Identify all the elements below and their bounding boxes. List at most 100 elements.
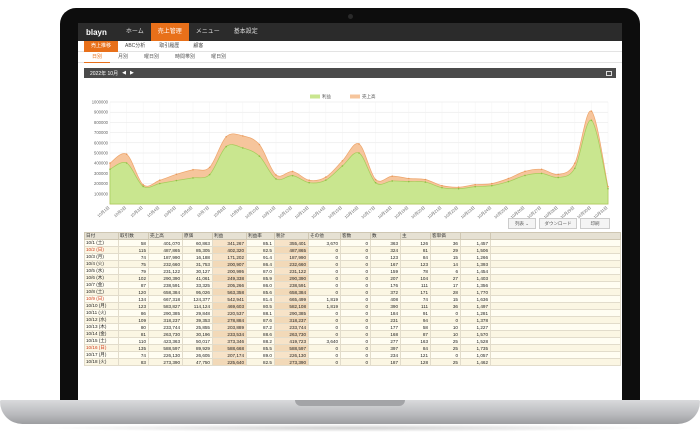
table-cell: 91 (400, 309, 431, 317)
download-button[interactable]: ダウンロード (539, 218, 577, 229)
tab-monthly[interactable]: 月別 (118, 54, 129, 60)
sales-point (408, 177, 410, 180)
table-row[interactable]: 10/1 (土) 58 401,070 60,863 341,267 85.1 355,40… (84, 239, 621, 247)
print-button[interactable]: 印刷 (580, 218, 610, 229)
column-header[interactable]: 売上高 (148, 232, 183, 240)
next-month-icon[interactable]: ▶ (129, 70, 134, 76)
table-row[interactable]: 10/12 (水) 109 318,237 39,353 278,884 87.6 318,… (84, 316, 621, 324)
prev-month-icon[interactable]: ◀ (122, 70, 126, 76)
table-cell: 171,202 (212, 253, 247, 261)
table-row[interactable]: 10/17 (月) 74 226,130 26,605 207,174 89.0 226,1… (84, 351, 621, 359)
table-toolbar: 列表 ⌄ ダウンロード 印刷 (78, 218, 622, 230)
profit-point (275, 178, 277, 180)
nav-menu[interactable]: メニュー (195, 29, 220, 35)
table-row[interactable]: 10/10 (月) 123 583,827 114,124 469,603 80.5 582… (84, 302, 621, 310)
tab-daily[interactable]: 日別 (84, 52, 111, 63)
table-cell: 10/1 (土) (84, 239, 119, 247)
table-cell: 0 (430, 309, 461, 317)
table-cell (490, 288, 621, 296)
column-header[interactable]: 取引数 (118, 232, 149, 240)
table-cell (490, 239, 621, 247)
profit-point (524, 174, 526, 177)
table-cell (490, 260, 621, 268)
table-cell: 0 (340, 351, 371, 359)
table-cell: 163 (400, 337, 431, 345)
table-row[interactable]: 10/14 (金) 81 263,730 30,196 233,534 88.6 263,7… (84, 330, 621, 338)
column-header[interactable]: 客数 (340, 232, 371, 240)
subnav-history[interactable]: 取引履歴 (159, 42, 180, 49)
sales-table: 日付 取引数 売上高 原価 利益 利益率 税計 その他 客数数主客単価 10/1 (土) 58 40… (84, 232, 621, 366)
subnav-abc[interactable]: ABC分析 (125, 42, 146, 49)
sales-point (291, 170, 294, 173)
table-row[interactable]: 10/3 (月) 74 187,990 16,188 171,202 91.4 187,99… (84, 253, 621, 261)
table-row[interactable]: 10/9 (日) 134 667,318 124,377 542,941 81.4 665,… (84, 295, 621, 303)
profit-point (325, 179, 327, 181)
x-tick-label: 10月3日 (129, 205, 143, 218)
table-cell (490, 344, 621, 352)
table-cell: 0 (340, 344, 371, 352)
table-cell: 0 (340, 316, 371, 324)
profit-point (175, 179, 178, 182)
table-cell: 89,929 (182, 344, 213, 352)
column-header[interactable]: 日付 (84, 232, 119, 240)
nav-home[interactable]: ホーム (125, 29, 144, 35)
table-cell: 408 (370, 295, 401, 303)
table-row[interactable]: 10/18 (火) 83 273,390 47,750 225,640 82.5 273,3… (84, 358, 621, 366)
table-cell: 290,390 (148, 274, 183, 282)
table-cell: 1,735 (460, 344, 491, 352)
subnav-sales-trend[interactable]: 売上推移 (84, 40, 119, 52)
column-header[interactable] (460, 232, 491, 240)
view-select[interactable]: 列表 ⌄ (508, 218, 536, 229)
table-row[interactable]: 10/7 (金) 87 238,591 33,325 205,266 86.0 238,59… (84, 281, 621, 289)
table-row[interactable]: 10/4 (火) 75 232,660 31,753 200,907 86.4 232,66… (84, 260, 621, 268)
subnav-customers[interactable]: 顧客 (193, 42, 204, 49)
table-cell: 28 (430, 288, 461, 296)
table-cell: 25 (430, 358, 461, 366)
calendar-icon[interactable] (606, 70, 612, 76)
tab-hourly[interactable]: 時間帯別 (175, 54, 196, 60)
column-header[interactable] (490, 232, 621, 240)
table-cell: 207,174 (212, 351, 247, 359)
column-header[interactable]: 数 (370, 232, 401, 240)
table-cell: 74 (118, 253, 149, 261)
table-row[interactable]: 10/11 (火) 86 290,385 29,848 220,537 88.1 290,3… (84, 309, 621, 317)
table-row[interactable]: 10/13 (木) 80 233,744 25,855 203,889 87.2 233,7… (84, 323, 621, 331)
table-row[interactable]: 10/15 (土) 110 423,363 50,017 373,346 88.2 419,… (84, 337, 621, 345)
table-cell: 487,865 (274, 246, 309, 254)
table-cell: 225,640 (212, 358, 247, 366)
sales-point (159, 179, 161, 182)
table-cell: 10/18 (火) (84, 358, 119, 366)
profit-point (308, 181, 310, 184)
table-cell: 397 (370, 344, 401, 352)
table-cell: 0 (340, 337, 371, 345)
column-header[interactable]: 原価 (182, 232, 213, 240)
legend-swatch (350, 94, 360, 99)
nav-sales[interactable]: 売上管理 (150, 23, 189, 41)
table-cell: 82.5 (246, 358, 275, 366)
column-header[interactable]: 利益率 (246, 232, 275, 240)
table-row[interactable]: 10/16 (日) 135 588,597 89,929 588,668 85.5 588,… (84, 344, 621, 352)
table-cell (490, 253, 621, 261)
table-row[interactable]: 10/6 (木) 102 290,390 41,061 249,338 85.9 290,3… (84, 274, 621, 282)
y-tick-label: 600000 (94, 140, 109, 145)
sales-point (275, 174, 277, 176)
table-cell: 47,750 (182, 358, 213, 366)
table-row[interactable]: 10/2 (日) 115 487,865 85,305 402,320 82.5 487,8… (84, 246, 621, 254)
table-row[interactable]: 10/8 (土) 120 658,384 95,026 563,358 85.6 658,3… (84, 288, 621, 296)
table-cell: 0 (308, 330, 341, 338)
profit-point (358, 152, 360, 154)
column-header[interactable]: 主 (400, 232, 431, 240)
table-cell: 87 (118, 281, 149, 289)
nav-settings[interactable]: 基本設定 (233, 29, 258, 35)
column-header[interactable]: その他 (308, 232, 341, 240)
tab-weekday[interactable]: 曜日別 (144, 54, 160, 60)
column-header[interactable]: 税計 (274, 232, 309, 240)
column-header[interactable]: 利益 (212, 232, 247, 240)
table-cell: 1,403 (460, 274, 491, 282)
table-cell: 249,338 (212, 274, 247, 282)
table-row[interactable]: 10/5 (水) 79 231,122 30,127 200,995 87.0 231,12… (84, 267, 621, 275)
tab-weekday-2[interactable]: 曜日別 (211, 54, 227, 60)
column-header[interactable]: 客単価 (430, 232, 461, 240)
table-cell: 78 (400, 267, 431, 275)
table-cell: 207 (370, 274, 401, 282)
